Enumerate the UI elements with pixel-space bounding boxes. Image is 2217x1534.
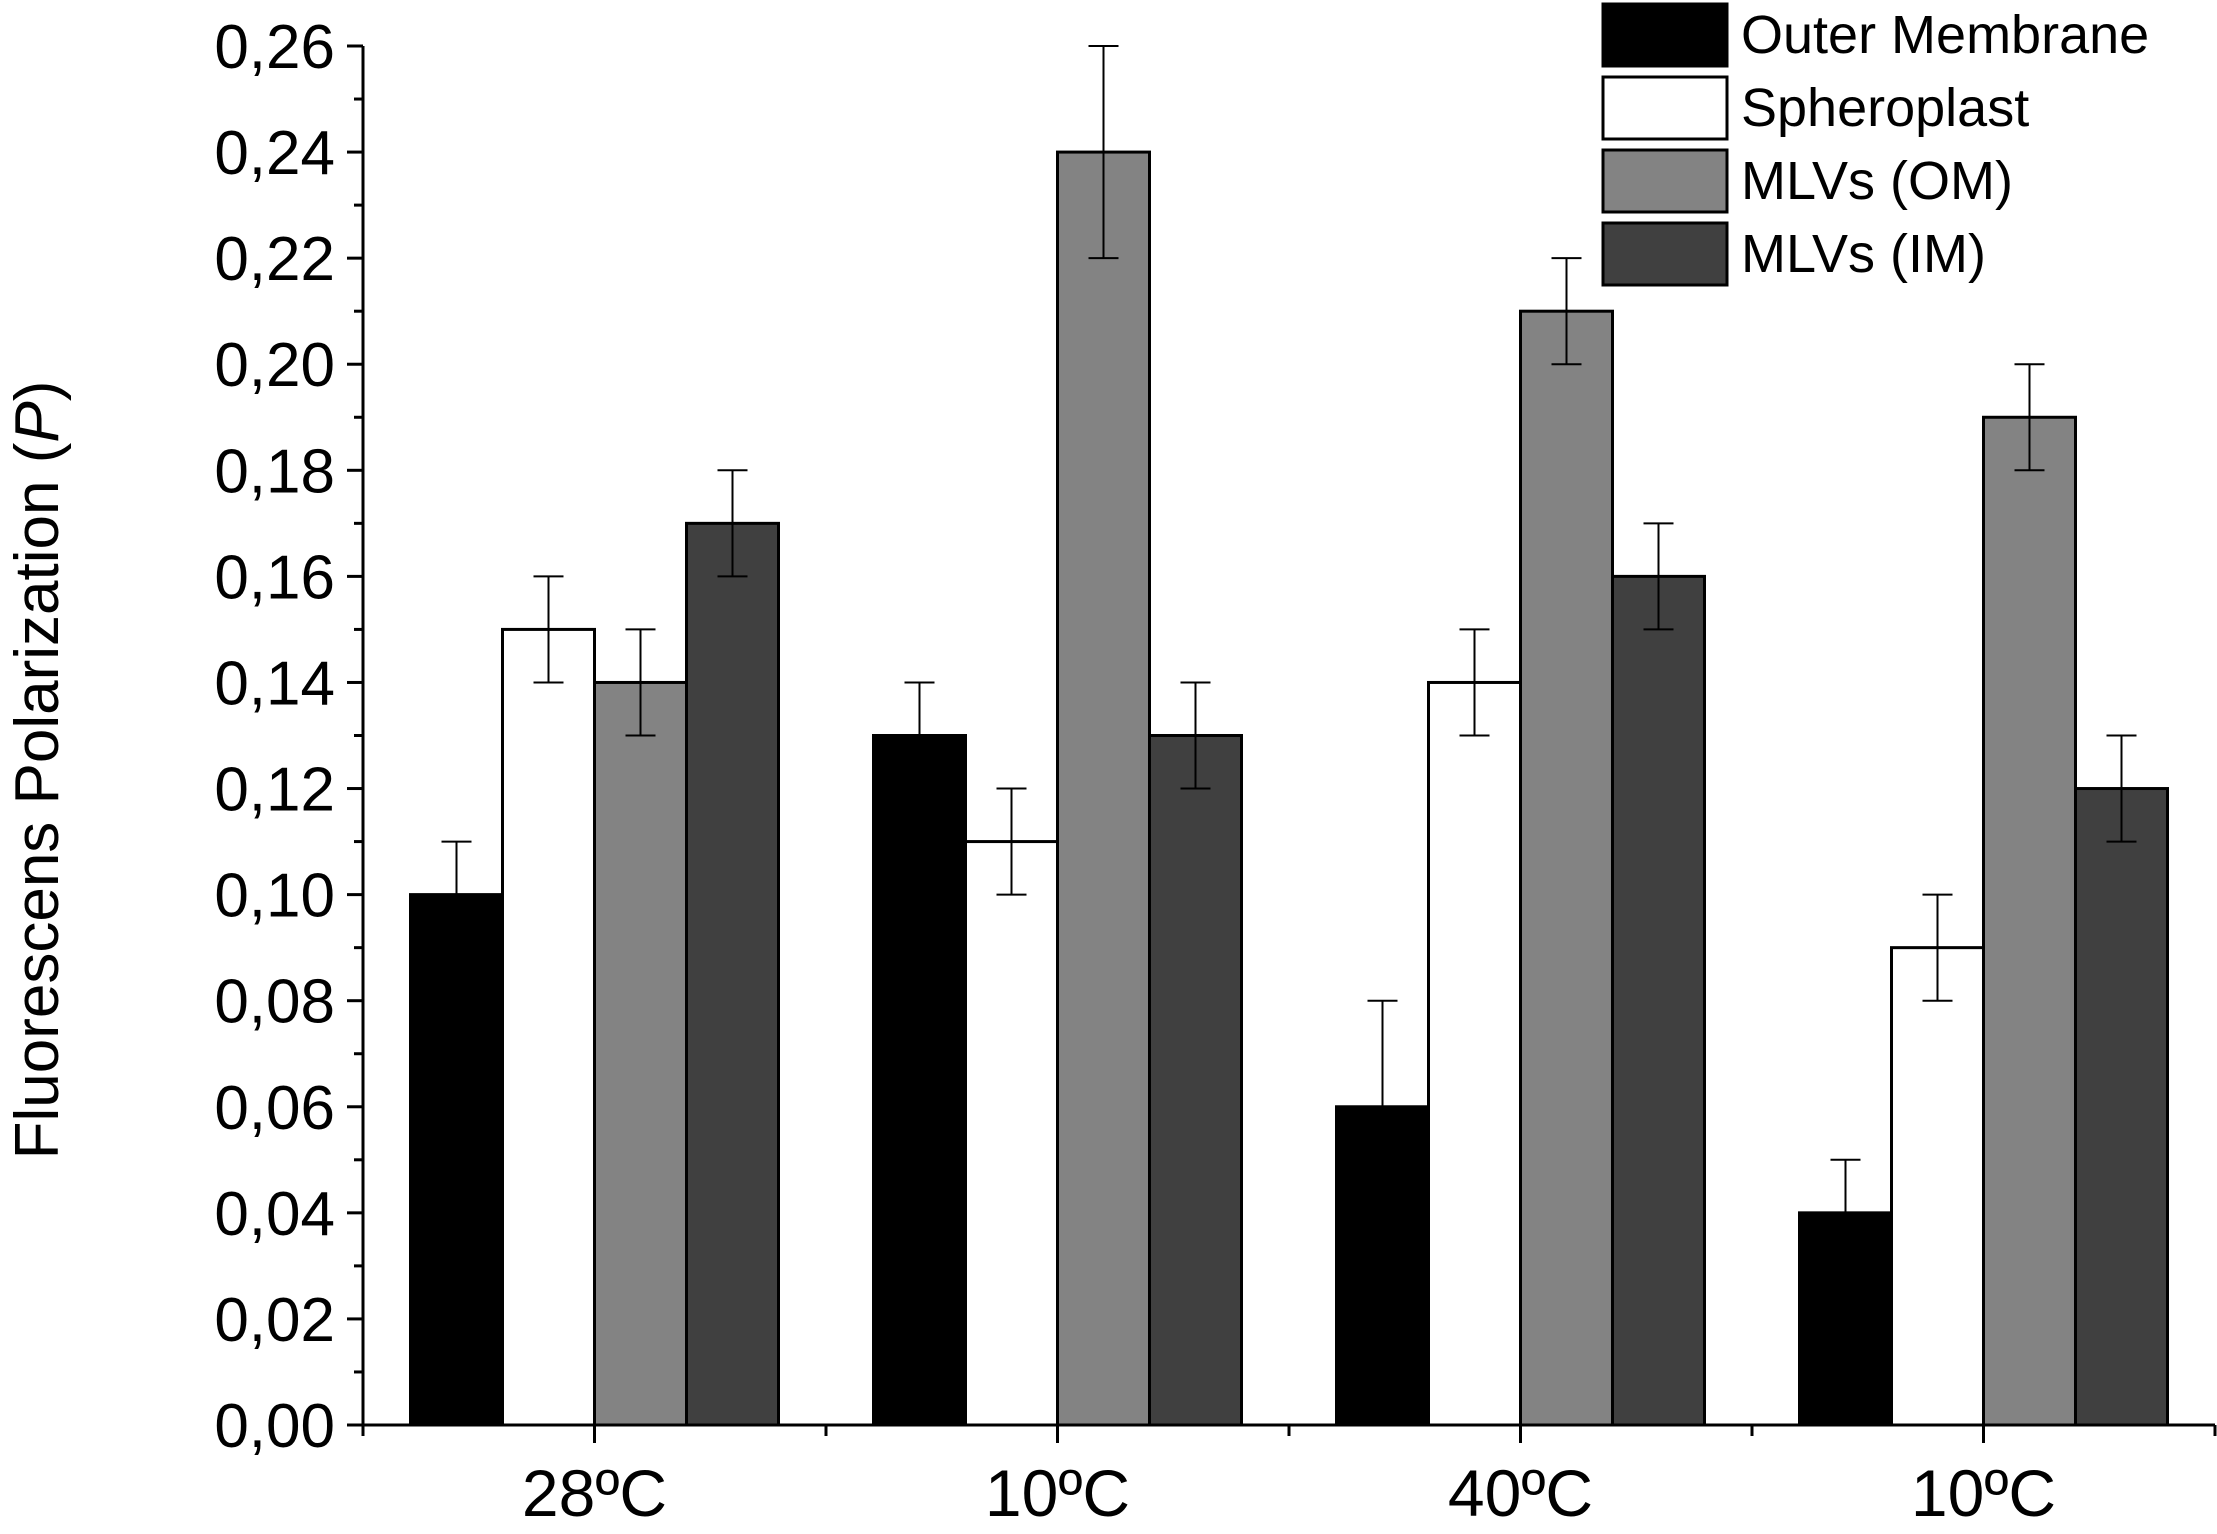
y-axis-title: Fluorescens Polarization (P)	[3, 381, 72, 1160]
plot-area	[409, 45, 2169, 1427]
y-axis-title-italic: P	[3, 401, 72, 442]
bar	[1148, 734, 1243, 1427]
y-tick-label: 0,26	[214, 13, 335, 82]
y-tick-label: 0,06	[214, 1074, 335, 1143]
bar	[2074, 787, 2169, 1427]
y-tick-label: 0,20	[214, 331, 335, 400]
x-tick-label: 10ºC	[1911, 1456, 2056, 1530]
legend-swatch	[1601, 148, 1729, 214]
bar	[409, 893, 504, 1427]
y-tick-label: 0,14	[214, 649, 335, 718]
y-tick-label: 0,10	[214, 862, 335, 931]
bar	[1611, 574, 1706, 1427]
y-tick-label: 0,24	[214, 119, 335, 188]
legend-swatch	[1601, 75, 1729, 141]
bar	[1982, 415, 2077, 1427]
axes: 0,00 0,02 0,04 0,06 0,08 0,10 0,12 0,14 0,16 0,18…	[214, 13, 2217, 1530]
y-tick-label: 0,18	[214, 437, 335, 506]
bar	[1890, 946, 1985, 1427]
bar	[1427, 680, 1522, 1427]
y-tick-label: 0,12	[214, 756, 335, 825]
y-axis-title-close: )	[3, 381, 72, 402]
x-tick-label: 28ºC	[522, 1456, 667, 1530]
y-tick-label: 0,08	[214, 968, 335, 1037]
legend-swatch	[1601, 2, 1729, 68]
legend-label: Outer Membrane	[1741, 5, 2149, 65]
bar	[593, 680, 688, 1427]
bar	[685, 521, 780, 1427]
bar	[964, 840, 1059, 1427]
y-tick-label: 0,04	[214, 1180, 335, 1249]
bar	[1519, 309, 1614, 1427]
legend-swatch	[1601, 221, 1729, 287]
y-tick-label: 0,16	[214, 543, 335, 612]
bar	[872, 734, 967, 1427]
y-tick-label: 0,22	[214, 225, 335, 294]
bar	[501, 627, 596, 1427]
x-tick-label: 10ºC	[985, 1456, 1130, 1530]
y-tick-label: 0,02	[214, 1286, 335, 1355]
legend: Outer Membrane Spheroplast MLVs (OM) MLVs (…	[1601, 2, 2149, 287]
y-tick-label: 0,00	[214, 1392, 335, 1461]
x-tick-label: 40ºC	[1448, 1456, 1593, 1530]
bar	[1056, 150, 1151, 1427]
legend-label: MLVs (OM)	[1741, 151, 2013, 211]
legend-label: Spheroplast	[1741, 78, 2029, 138]
legend-label: MLVs (IM)	[1741, 224, 1986, 284]
